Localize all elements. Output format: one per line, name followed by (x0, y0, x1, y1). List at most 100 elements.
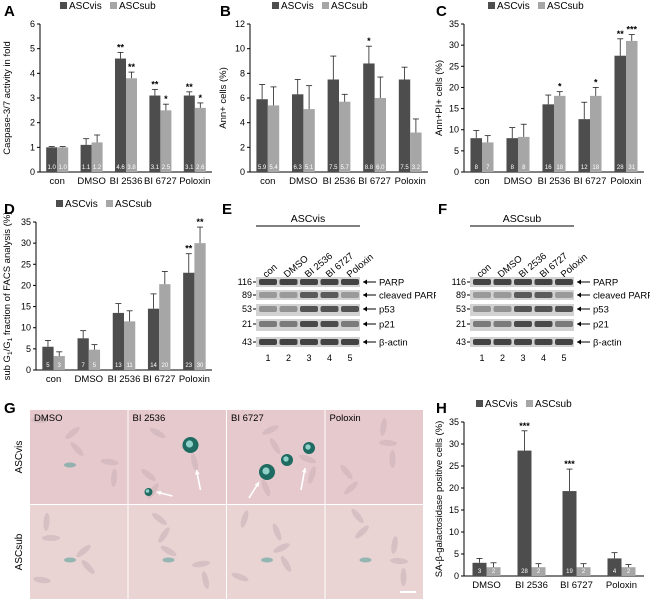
protein-band (300, 321, 318, 327)
bar-value-label: 18 (592, 165, 599, 171)
cell-texture (192, 560, 210, 568)
x-category-label: BI 2536 (538, 176, 571, 187)
protein-label: cleaved PARP (593, 291, 650, 302)
cell-texture (379, 439, 397, 447)
y-tick-label: 4 (30, 68, 35, 78)
protein-band (514, 339, 532, 345)
protein-band (279, 279, 298, 285)
panel-letter-d: D (4, 201, 15, 218)
row-label: ASCsub (14, 533, 25, 570)
significance-stars: * (164, 94, 168, 104)
bar-ascvis (578, 119, 590, 172)
protein-band (259, 321, 277, 327)
y-tick-label: 15 (449, 505, 459, 515)
bar-value-label: 7.5 (400, 165, 409, 171)
x-category-label: BI 6727 (144, 176, 177, 187)
legend-swatch-ascvis (272, 2, 279, 9)
y-tick-label: 4 (240, 118, 245, 128)
cell-texture (110, 469, 118, 487)
legend-label-ascvis: ASCvis (281, 1, 314, 12)
protein-label: cleaved PARP (379, 291, 436, 302)
y-tick-label: 6 (30, 19, 35, 29)
micrograph-tile (325, 410, 423, 504)
bar-value-label: 2 (492, 569, 496, 575)
mw-marker: 116 (452, 277, 466, 287)
x-category-label: Poloxin (179, 176, 210, 187)
y-tick-label: 15 (449, 104, 459, 114)
protein-band (300, 306, 318, 312)
protein-band (300, 292, 318, 298)
y-tick-label: 3 (30, 93, 35, 103)
bar-ascsub (626, 40, 638, 172)
cell-texture (389, 450, 396, 468)
protein-label: PARP (379, 278, 404, 289)
y-tick-label: 20 (21, 280, 31, 290)
cell-texture (391, 536, 398, 554)
bar-value-label: 1.2 (93, 165, 102, 171)
y-tick-label: 0 (454, 571, 459, 581)
bar-ascsub (124, 321, 136, 370)
bar-ascvis (256, 99, 268, 172)
mw-marker: 89 (456, 290, 466, 300)
cell-texture (70, 442, 84, 456)
legend-swatch-ascvis (56, 200, 63, 207)
cell-texture (42, 535, 60, 541)
faint-stain (162, 557, 175, 563)
mw-marker: 43 (242, 337, 252, 347)
protein-band (493, 306, 512, 312)
protein-band (493, 279, 512, 285)
panel-letter-c: C (436, 3, 447, 20)
panel-letter-h: H (436, 400, 447, 417)
y-tick-label: 0 (240, 167, 245, 177)
micrograph-tile (128, 410, 226, 504)
significance-stars: *** (627, 25, 638, 35)
protein-band (555, 306, 573, 312)
y-tick-label: 1 (30, 142, 35, 152)
protein-band (259, 292, 277, 298)
x-category-label: DMSO (77, 176, 106, 187)
y-tick-label: 2 (240, 142, 245, 152)
x-category-label: BI 2536 (515, 580, 548, 591)
micrograph-tile (128, 505, 226, 599)
cell-texture (262, 425, 279, 435)
bar-ascsub (482, 142, 494, 172)
protein-band (534, 292, 553, 298)
protein-band (473, 321, 491, 327)
x-category-label: Poloxin (610, 176, 641, 187)
protein-band (320, 339, 339, 345)
stain-highlight (283, 456, 289, 462)
x-category-label: BI 2536 (110, 176, 143, 187)
cell-texture (340, 464, 353, 480)
x-category-label: con (46, 374, 61, 385)
microscopy-panel-g: DMSO BI 2536 BI 6727 Poloxin ASCvis ASCsub (14, 410, 423, 599)
y-axis-label: sub G1/G1 fraction of FACS analysis (%) (2, 212, 14, 381)
y-tick-label: 30 (449, 439, 459, 449)
legend-label-ascsub: ASCsub (535, 399, 572, 410)
protein-label: p53 (593, 305, 609, 316)
protein-band (514, 279, 532, 285)
protein-band (259, 339, 277, 345)
cell-texture (141, 468, 156, 482)
legend-label-ascsub: ASCsub (547, 1, 584, 12)
bar-value-label: 28 (617, 165, 624, 171)
bar-value-label: 11 (127, 363, 134, 369)
cell-texture (43, 513, 50, 531)
bar-value-label: 5.7 (341, 165, 350, 171)
cell-texture (231, 572, 249, 582)
bar-value-label: 8.8 (365, 165, 374, 171)
protein-band (279, 321, 298, 327)
protein-band (300, 339, 318, 345)
panel-letter-e: E (222, 201, 233, 218)
lane-number: 3 (520, 353, 525, 363)
stain-highlight (145, 489, 150, 493)
y-tick-label: 5 (454, 549, 459, 559)
lane-number: 5 (347, 353, 352, 363)
protein-band (320, 292, 339, 298)
x-category-label: DMSO (504, 176, 533, 187)
protein-band (514, 292, 532, 298)
protein-band (341, 339, 359, 345)
protein-band (493, 321, 512, 327)
bar-value-label: 8 (511, 165, 515, 171)
bar-value-label: 5 (93, 363, 97, 369)
bar-value-label: 20 (161, 363, 168, 369)
